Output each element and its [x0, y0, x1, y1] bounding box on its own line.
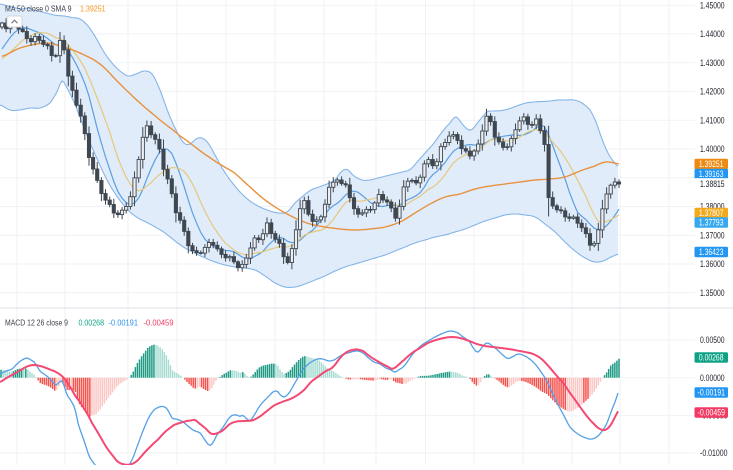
svg-text:1.43000: 1.43000 [700, 58, 725, 68]
svg-text:1.39251: 1.39251 [80, 4, 106, 13]
svg-text:-0.01000: -0.01000 [700, 448, 728, 458]
svg-text:MA 50 close 0 SMA 9: MA 50 close 0 SMA 9 [5, 4, 72, 13]
svg-text:1.37793: 1.37793 [699, 218, 724, 228]
svg-text:1.38815: 1.38815 [700, 179, 725, 189]
svg-text:1.36423: 1.36423 [699, 247, 724, 257]
svg-text:0.00500: 0.00500 [700, 335, 725, 345]
svg-text:MACD 12 26 close 9: MACD 12 26 close 9 [5, 318, 68, 327]
svg-text:1.37807: 1.37807 [699, 208, 724, 218]
svg-text:1.44000: 1.44000 [700, 29, 725, 39]
svg-text:1.39251: 1.39251 [699, 159, 724, 169]
svg-text:1.35000: 1.35000 [700, 288, 725, 298]
svg-text:0.00000: 0.00000 [700, 373, 725, 383]
svg-text:0.00268: 0.00268 [699, 353, 724, 363]
svg-text:1.45000: 1.45000 [700, 0, 725, 10]
svg-text:1.36000: 1.36000 [700, 259, 725, 269]
svg-text:1.42000: 1.42000 [700, 87, 725, 97]
svg-text:1.37000: 1.37000 [700, 231, 725, 241]
svg-text:0.00268: 0.00268 [79, 318, 105, 327]
svg-text:-0.00459: -0.00459 [144, 318, 175, 327]
svg-text:1.41000: 1.41000 [700, 115, 725, 125]
svg-text:-0.00459: -0.00459 [698, 408, 726, 418]
svg-text:1.39163: 1.39163 [699, 169, 724, 179]
svg-text:-0.00191: -0.00191 [109, 318, 139, 327]
svg-text:-0.00191: -0.00191 [698, 388, 726, 398]
svg-text:1.40000: 1.40000 [700, 144, 725, 154]
